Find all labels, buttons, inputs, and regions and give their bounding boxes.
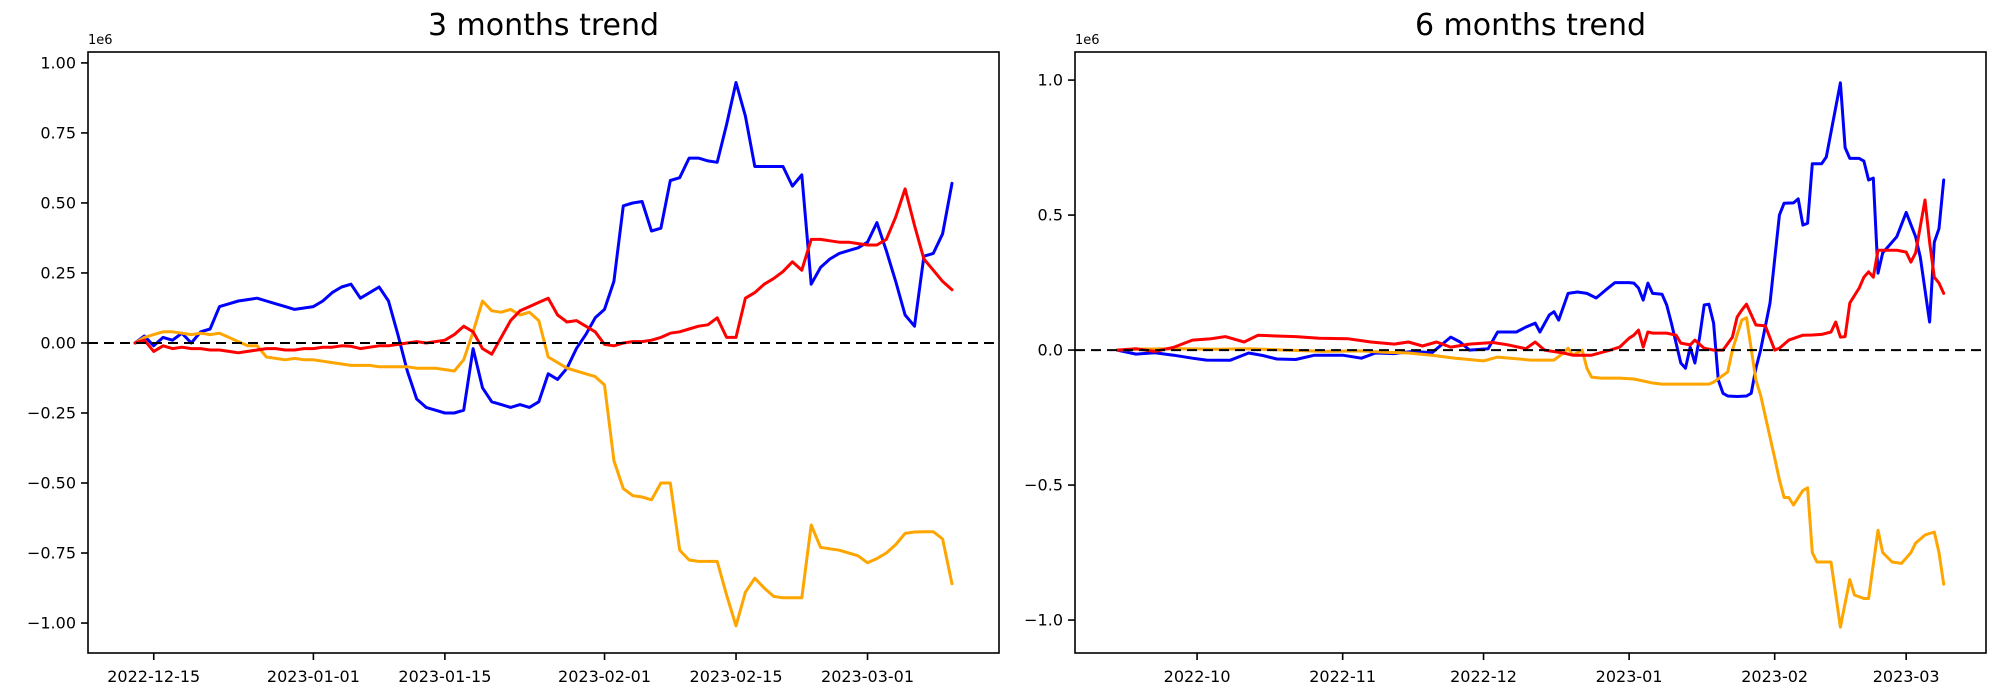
red-series-line — [133, 187, 954, 356]
x-tick-label: 2022-12-15 — [107, 667, 200, 686]
y-tick-label: −0.5 — [1024, 476, 1063, 495]
y-tick-label: 0.00 — [40, 333, 76, 352]
x-tick-label: 2023-03 — [1873, 667, 1940, 686]
x-tick-label: 2022-11 — [1309, 667, 1376, 686]
x-tick-label: 2023-02 — [1741, 667, 1808, 686]
orange-series-line — [1115, 316, 1946, 629]
x-tick-label: 2023-02-01 — [558, 667, 651, 686]
y-tick-label: −1.0 — [1024, 611, 1063, 630]
y-tick-label: −0.25 — [27, 403, 76, 422]
x-tick-label: 2022-12 — [1450, 667, 1517, 686]
x-tick-label: 2023-01 — [1596, 667, 1663, 686]
chart-title-3-months: 3 months trend — [427, 8, 660, 43]
blue-series-line — [133, 81, 954, 415]
plot-border — [87, 51, 1000, 654]
y-tick-label: 0.25 — [40, 263, 76, 282]
x-tick-label: 2022-10 — [1164, 667, 1231, 686]
x-tick-label: 2023-03-01 — [821, 667, 914, 686]
x-tick-label: 2023-01-15 — [398, 667, 491, 686]
chart-title-6-months: 6 months trend — [1414, 8, 1647, 43]
y-tick-label: 0.50 — [40, 193, 76, 212]
plot-border — [1074, 51, 1987, 654]
y-tick-label: −0.50 — [27, 474, 76, 493]
red-series-line — [1115, 198, 1946, 357]
y-tick-label: 0.5 — [1038, 206, 1063, 225]
y-axis-offset-label: 1e6 — [88, 33, 113, 48]
y-tick-label: 0.75 — [40, 123, 76, 142]
y-tick-label: −1.00 — [27, 614, 76, 633]
x-tick-label: 2023-02-15 — [690, 667, 783, 686]
orange-series-line — [133, 299, 954, 628]
y-tick-label: 1.00 — [40, 53, 76, 72]
x-tick-label: 2023-01-01 — [267, 667, 360, 686]
y-tick-label: 0.0 — [1038, 341, 1063, 360]
y-axis-offset-label: 1e6 — [1075, 33, 1100, 48]
y-tick-label: 1.0 — [1038, 71, 1063, 90]
y-tick-label: −0.75 — [27, 544, 76, 563]
